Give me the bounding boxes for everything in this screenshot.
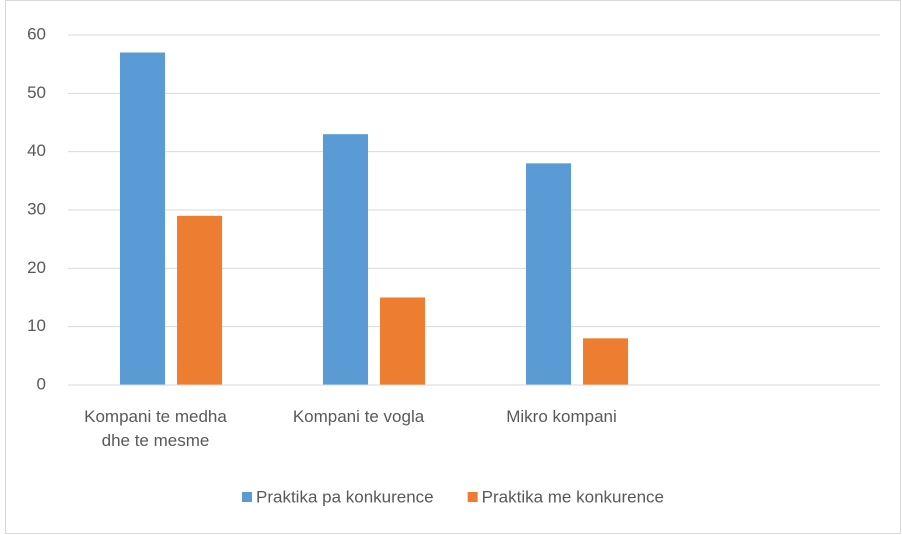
y-tick-label: 20	[27, 258, 46, 277]
bar	[525, 163, 572, 385]
bar	[322, 134, 369, 385]
x-tick-label: Kompani te medha dhe te mesme	[84, 407, 227, 450]
legend-label: Praktika me konkurence	[482, 487, 664, 506]
y-tick-label: 40	[27, 141, 46, 160]
x-tick-label: Kompani te vogla	[293, 407, 425, 426]
y-tick-label: 0	[37, 374, 46, 393]
legend-label: Praktika pa konkurence	[256, 487, 434, 506]
bar	[583, 338, 629, 385]
y-tick-label: 60	[27, 24, 46, 43]
bar	[177, 215, 223, 385]
bar	[119, 52, 166, 385]
y-tick-label: 30	[27, 199, 46, 218]
bar	[380, 297, 426, 385]
x-tick-label: Mikro kompani	[506, 407, 617, 426]
y-tick-label: 10	[27, 316, 46, 335]
y-tick-label: 50	[27, 83, 46, 102]
legend-swatch	[241, 492, 252, 502]
legend-swatch	[467, 492, 478, 502]
